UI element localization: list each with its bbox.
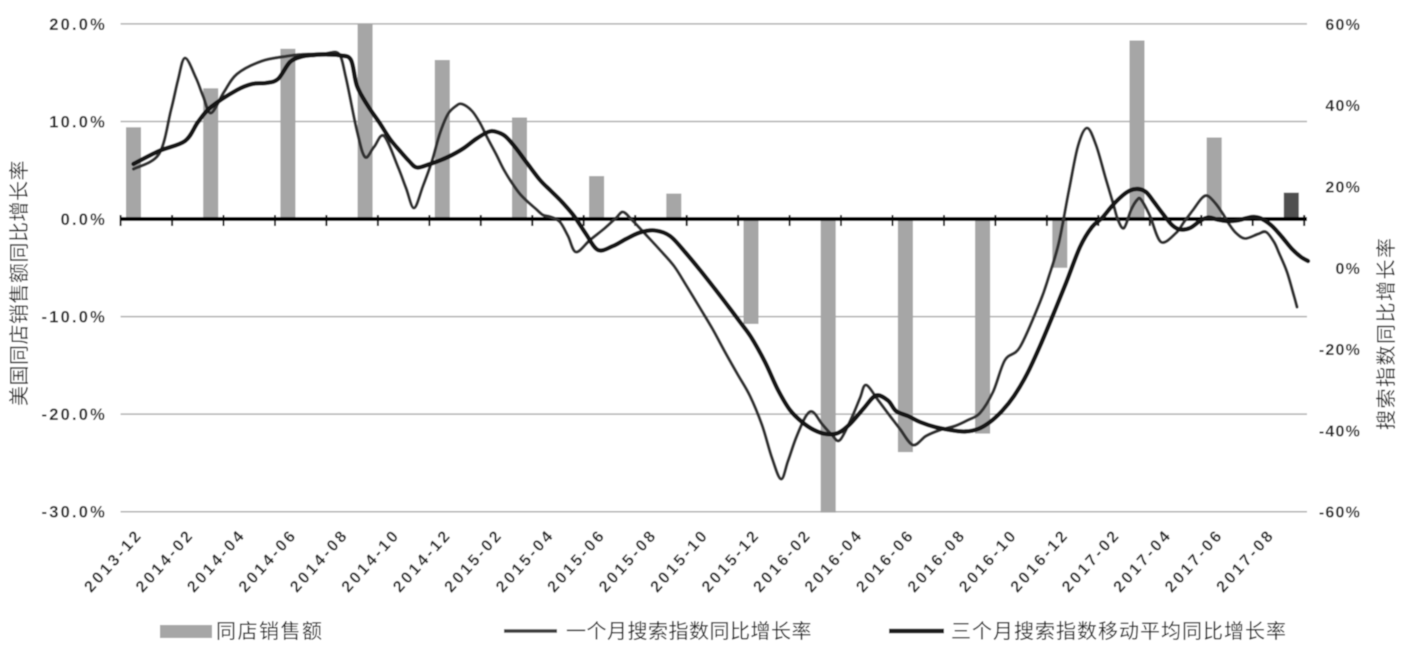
svg-text:0.0%: 0.0% (61, 211, 107, 229)
svg-text:同店销售额: 同店销售额 (216, 620, 324, 643)
svg-text:-20.0%: -20.0% (42, 406, 107, 424)
svg-text:-60%: -60% (1319, 505, 1361, 522)
svg-text:美国同店销售额同比增长率: 美国同店销售额同比增长率 (8, 160, 31, 406)
svg-text:20%: 20% (1325, 180, 1361, 197)
svg-text:-30.0%: -30.0% (42, 504, 107, 522)
svg-text:-10.0%: -10.0% (42, 309, 107, 327)
svg-text:0%: 0% (1335, 261, 1361, 278)
svg-text:-40%: -40% (1319, 423, 1361, 440)
svg-text:20.0%: 20.0% (49, 16, 107, 34)
svg-text:一个月搜索指数同比增长率: 一个月搜索指数同比增长率 (566, 620, 812, 643)
svg-text:-20%: -20% (1319, 342, 1361, 359)
svg-text:60%: 60% (1325, 17, 1361, 34)
svg-text:40%: 40% (1325, 98, 1361, 115)
svg-text:三个月搜索指数移动平均同比增长率: 三个月搜索指数移动平均同比增长率 (951, 620, 1287, 643)
svg-text:10.0%: 10.0% (49, 114, 107, 132)
svg-text:搜索指数同比增长率: 搜索指数同比增长率 (1375, 237, 1398, 431)
